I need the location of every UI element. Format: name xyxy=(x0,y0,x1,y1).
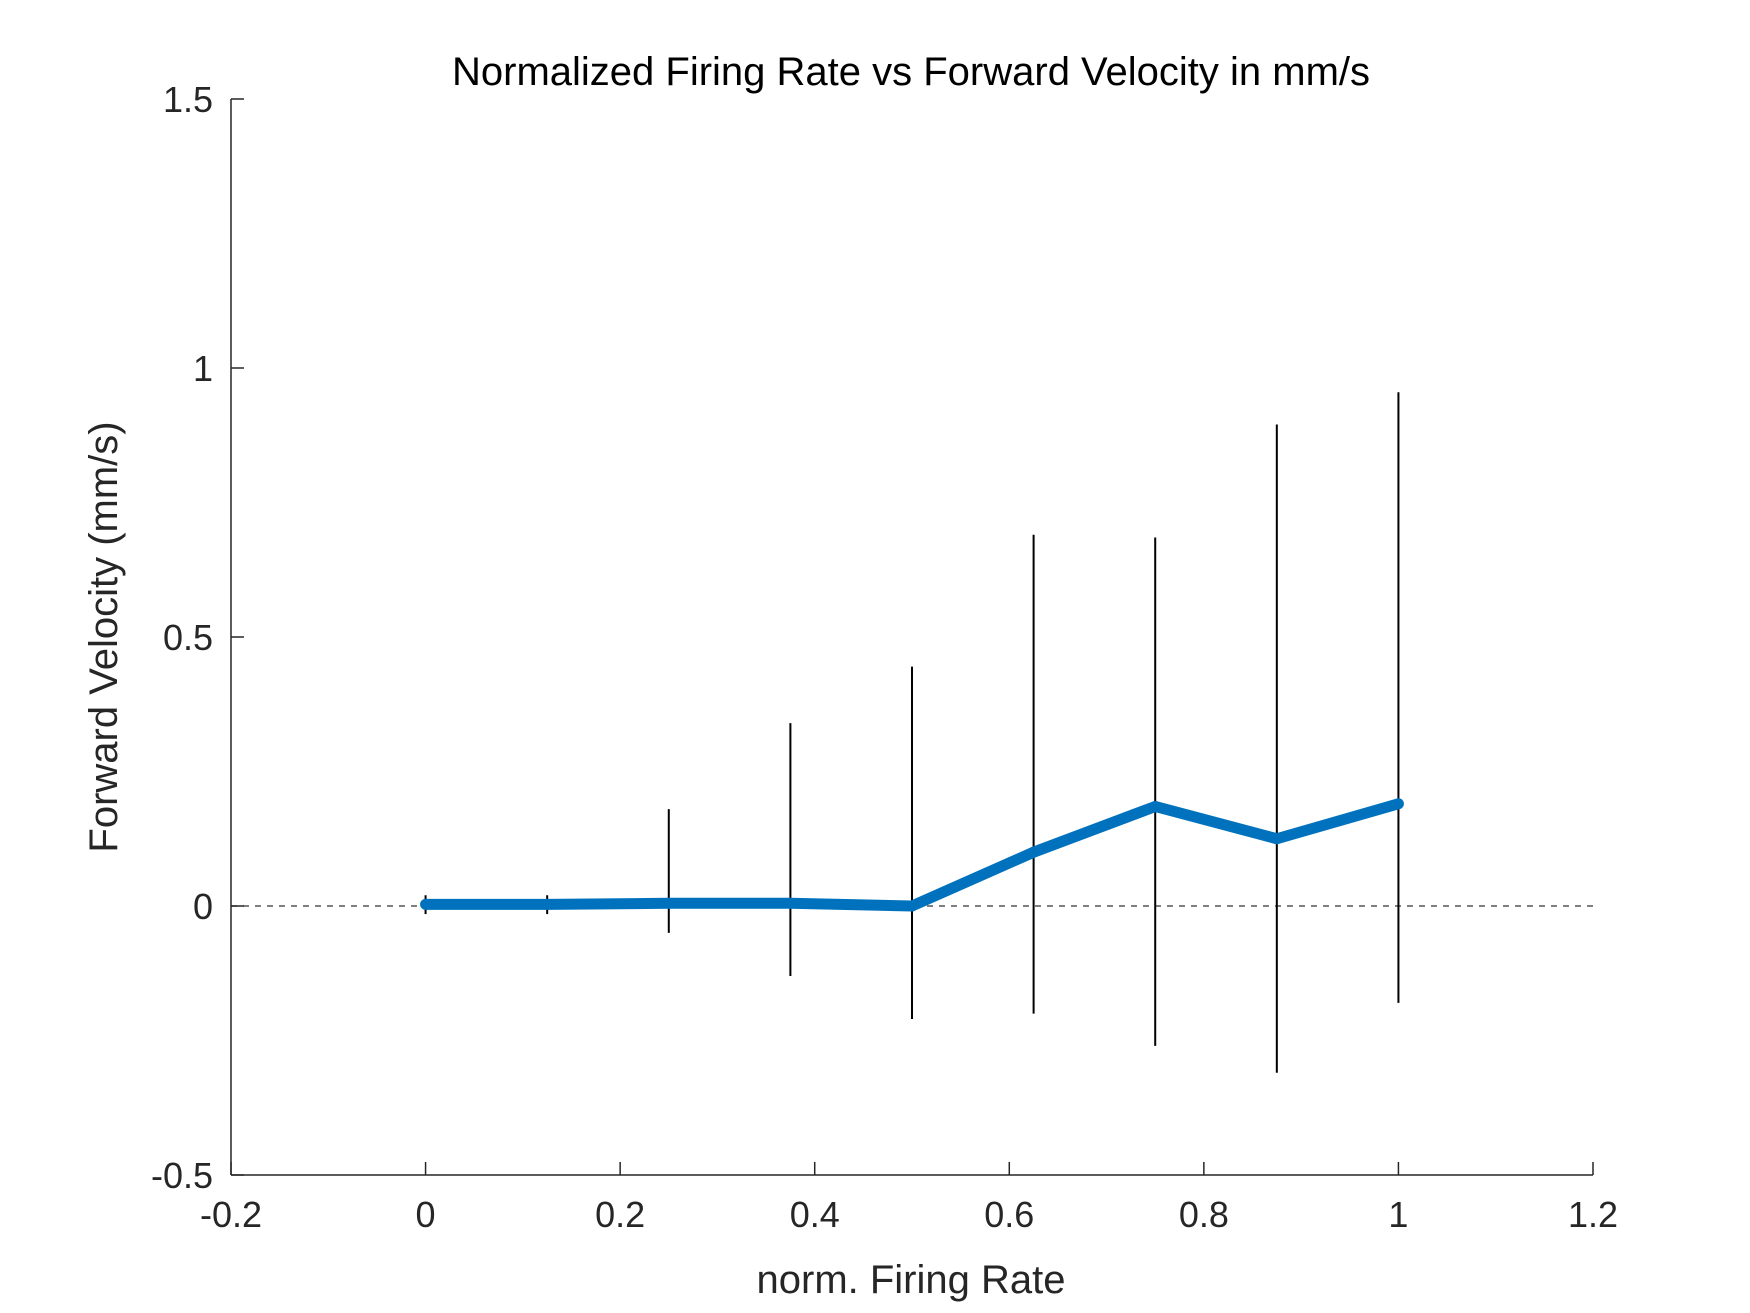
y-axis-title: Forward Velocity (mm/s) xyxy=(82,421,126,852)
x-tick-label: 1.2 xyxy=(1568,1194,1618,1235)
x-tick-label: 1 xyxy=(1388,1194,1408,1235)
x-tick-label: -0.2 xyxy=(200,1194,262,1235)
data-point xyxy=(1149,800,1161,812)
x-tick-label: 0.2 xyxy=(595,1194,645,1235)
y-tick-label: 1 xyxy=(193,348,213,389)
y-tick-label: 0 xyxy=(193,886,213,927)
y-tick-label: -0.5 xyxy=(151,1155,213,1196)
y-tick-label: 0.5 xyxy=(163,617,213,658)
data-point xyxy=(784,897,796,909)
data-point xyxy=(663,897,675,909)
chart-title: Normalized Firing Rate vs Forward Veloci… xyxy=(452,50,1370,94)
y-tick-label: 1.5 xyxy=(163,79,213,120)
x-axis-title: norm. Firing Rate xyxy=(757,1258,1066,1302)
plot-area: -0.2 0 0.2 0.4 0.6 0.8 1 1.2 -0.5 0 0.5 1 1.5 xyxy=(151,79,1618,1235)
x-tick-label: 0.4 xyxy=(790,1194,840,1235)
data-point xyxy=(541,898,553,910)
x-tick-label: 0.6 xyxy=(984,1194,1034,1235)
x-tick-label: 0.8 xyxy=(1179,1194,1229,1235)
data-point xyxy=(1392,798,1404,810)
data-point xyxy=(906,900,918,912)
data-point xyxy=(1271,833,1283,845)
x-tick-label: 0 xyxy=(416,1194,436,1235)
data-point xyxy=(1028,846,1040,858)
data-point xyxy=(420,898,432,910)
